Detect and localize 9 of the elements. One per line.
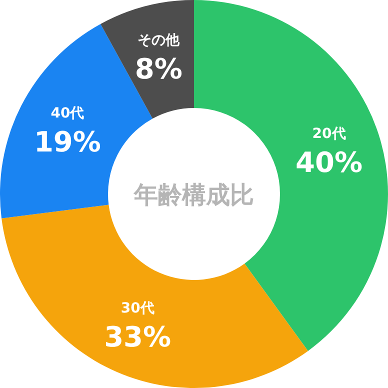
data-label: 19% [34, 126, 101, 159]
text: 年齢構成比 [133, 181, 254, 209]
data-label: 33% [104, 320, 172, 354]
slice-label: 40代 [50, 106, 84, 122]
data-label: 8% [134, 52, 182, 86]
slice-label: 30代 [120, 300, 154, 316]
slice-label: その他 [138, 32, 181, 48]
slice-label: 20代 [312, 126, 346, 142]
data-label: 40% [296, 146, 363, 180]
